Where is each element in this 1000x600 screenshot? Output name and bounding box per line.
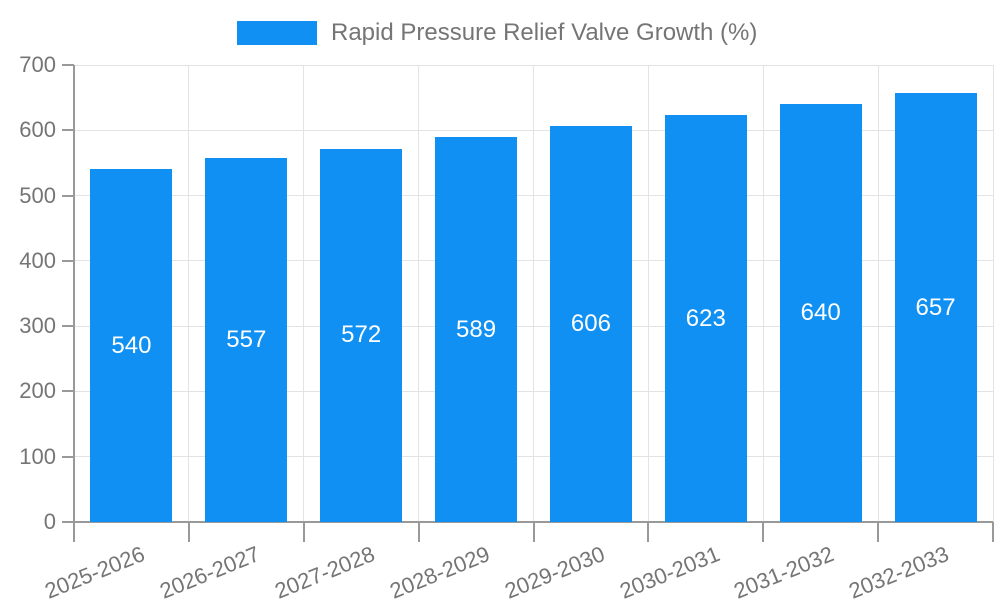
- y-axis-tick-label: 700: [19, 52, 56, 77]
- x-axis-tick-label: 2028-2029: [386, 541, 494, 600]
- y-axis-tick: [62, 521, 74, 523]
- bar-value-label: 623: [685, 304, 726, 332]
- bar[interactable]: [894, 93, 977, 522]
- bar[interactable]: [205, 158, 288, 522]
- bar[interactable]: [664, 115, 747, 522]
- y-axis-tick: [62, 64, 74, 66]
- bar[interactable]: [90, 169, 173, 522]
- y-axis-tick-label: 300: [19, 313, 56, 339]
- y-axis-tick-label: 200: [19, 378, 56, 404]
- y-axis-tick: [62, 390, 74, 393]
- gridline-v: [418, 65, 420, 522]
- x-axis-tick-label: 2027-2028: [271, 541, 379, 600]
- x-axis-tick: [187, 522, 190, 542]
- bar-value-label: 657: [915, 293, 956, 321]
- legend-swatch: [237, 21, 317, 45]
- y-axis-line: [73, 65, 75, 542]
- y-axis-tick: [62, 194, 74, 197]
- y-axis-tick-label: 0: [43, 509, 56, 534]
- y-axis-tick: [62, 129, 74, 132]
- x-axis-tick-label: 2025-2026: [41, 541, 149, 600]
- bar-value-label: 572: [341, 321, 382, 349]
- x-axis-tick: [647, 522, 650, 542]
- x-axis-tick-label: 2029-2030: [501, 541, 608, 600]
- y-axis-tick-label: 600: [19, 117, 56, 143]
- gridline-v: [188, 65, 190, 522]
- bar[interactable]: [779, 104, 862, 522]
- gridline-v: [303, 65, 305, 522]
- bar[interactable]: [320, 148, 403, 522]
- bar-value-label: 589: [456, 315, 497, 343]
- x-axis-tick-label: 2031-2032: [730, 541, 838, 600]
- legend-item[interactable]: Rapid Pressure Relief Valve Growth (%): [237, 20, 757, 46]
- x-axis-tick-label: 2026-2027: [156, 541, 264, 600]
- gridline-v: [533, 65, 534, 522]
- bar[interactable]: [549, 126, 632, 522]
- bar-value-label: 640: [800, 299, 841, 327]
- legend-label: Rapid Pressure Relief Valve Growth (%): [331, 19, 758, 46]
- bar[interactable]: [435, 137, 518, 522]
- bar-value-label: 557: [226, 326, 267, 354]
- x-axis-tick: [992, 522, 994, 542]
- x-axis-tick: [877, 522, 880, 542]
- gridline-v: [762, 65, 764, 522]
- x-axis-tick: [532, 522, 535, 542]
- y-axis-tick-label: 500: [19, 182, 56, 208]
- gridline-v: [992, 65, 994, 522]
- gridline-v: [647, 65, 649, 522]
- bar-value-label: 540: [111, 331, 152, 359]
- y-axis-tick: [62, 325, 74, 328]
- y-axis-tick-label: 400: [19, 247, 56, 273]
- x-axis-tick-label: 2030-2031: [615, 541, 723, 600]
- x-axis-tick: [762, 522, 765, 542]
- bar-value-label: 606: [570, 310, 611, 338]
- x-axis-line: [74, 521, 993, 523]
- y-axis-tick: [62, 455, 74, 458]
- x-axis-tick: [417, 522, 420, 542]
- gridline-v: [877, 65, 879, 522]
- y-axis-tick-label: 100: [19, 443, 56, 469]
- x-axis-tick: [302, 522, 305, 542]
- y-axis-tick: [62, 259, 74, 262]
- x-axis-tick-label: 2032-2033: [845, 541, 953, 600]
